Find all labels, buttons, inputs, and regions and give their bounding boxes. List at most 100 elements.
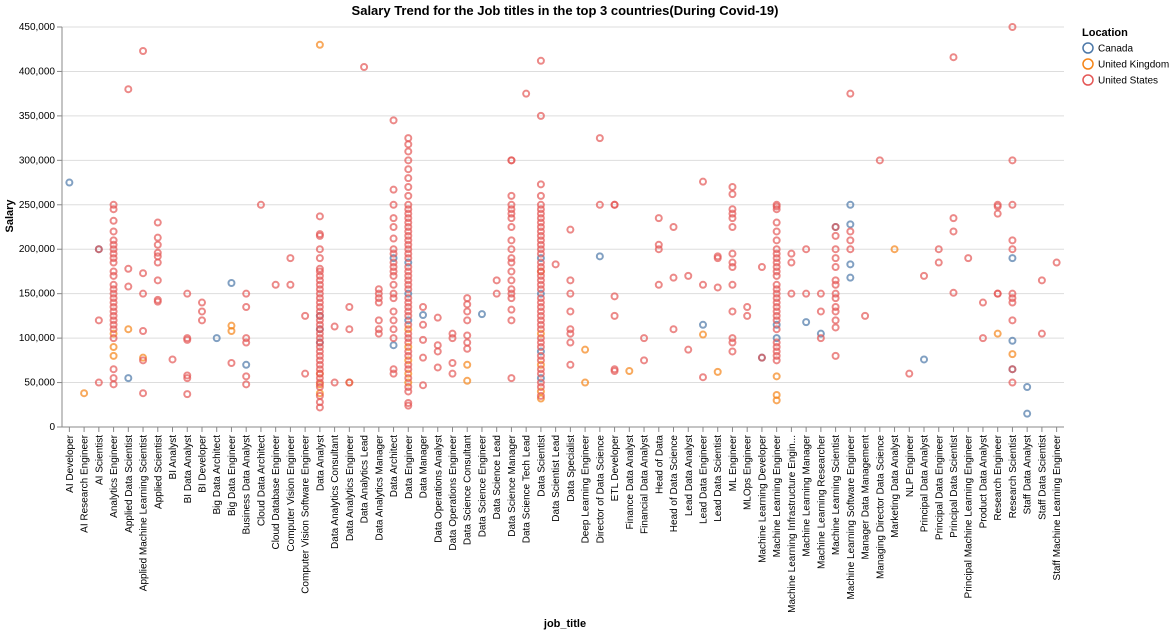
data-point xyxy=(139,353,148,362)
data-point xyxy=(1052,258,1061,267)
data-point xyxy=(1008,316,1017,325)
data-point xyxy=(404,263,413,271)
data-point xyxy=(831,280,840,289)
data-point xyxy=(212,334,221,343)
y-tick-label: 100,000 xyxy=(19,333,56,344)
data-point xyxy=(389,234,398,243)
data-point xyxy=(124,264,133,273)
data-point xyxy=(536,209,545,218)
data-point xyxy=(153,240,162,249)
data-point xyxy=(109,325,118,334)
data-point xyxy=(389,267,398,276)
data-point xyxy=(536,294,545,303)
data-point xyxy=(949,214,958,223)
legend-label: Canada xyxy=(1098,44,1133,55)
data-point xyxy=(831,316,840,325)
data-point xyxy=(183,335,192,344)
data-point xyxy=(448,334,457,343)
x-tick-label: Data Scientist xyxy=(536,435,547,497)
data-point xyxy=(404,303,413,311)
data-point xyxy=(404,347,413,356)
x-tick-label: Applied Scientist xyxy=(153,435,164,509)
data-point xyxy=(404,360,413,369)
data-point xyxy=(772,307,781,316)
data-point xyxy=(227,359,236,367)
data-point xyxy=(802,289,811,298)
data-point xyxy=(728,307,737,316)
data-point xyxy=(315,311,324,320)
data-point xyxy=(713,283,722,292)
data-point xyxy=(109,200,118,209)
x-tick-label: Product Data Analyst xyxy=(978,435,989,529)
data-point xyxy=(463,294,472,303)
data-point xyxy=(536,205,545,214)
data-point xyxy=(713,254,722,263)
data-point xyxy=(404,294,413,303)
data-point xyxy=(109,280,118,289)
data-point xyxy=(404,356,413,365)
data-point xyxy=(787,289,796,298)
data-point xyxy=(242,380,251,389)
legend-symbol xyxy=(1082,58,1094,70)
data-point xyxy=(772,316,781,325)
data-point xyxy=(964,254,973,263)
data-point xyxy=(610,367,619,375)
data-point xyxy=(315,264,324,273)
y-tick-label: 400,000 xyxy=(19,66,56,77)
data-point xyxy=(419,335,428,344)
legend-label: United Kingdom xyxy=(1098,60,1169,71)
data-point xyxy=(728,334,737,343)
data-point xyxy=(419,381,428,390)
data-point xyxy=(139,47,148,55)
data-point xyxy=(374,329,383,338)
data-point xyxy=(772,325,781,334)
data-point xyxy=(389,116,398,125)
data-point xyxy=(536,227,545,236)
chart-title: Salary Trend for the Job titles in the t… xyxy=(352,3,779,18)
data-point xyxy=(566,325,575,334)
data-point xyxy=(536,245,545,254)
x-axis: AI Developer AI Research Engineer AI Scien… xyxy=(62,426,1064,613)
data-point xyxy=(507,305,516,314)
data-point xyxy=(242,338,251,347)
data-point xyxy=(772,218,781,227)
x-tick-label: Principal Data Analyst xyxy=(920,435,931,532)
series-points xyxy=(65,178,1032,418)
data-point xyxy=(507,285,516,294)
data-point xyxy=(242,372,251,381)
data-point xyxy=(419,303,428,311)
data-point xyxy=(109,271,118,280)
data-point xyxy=(787,258,796,267)
x-tick-label: NLP Engineer xyxy=(905,434,916,497)
data-point xyxy=(389,271,398,280)
data-point xyxy=(507,316,516,325)
data-point xyxy=(404,311,413,320)
data-point xyxy=(109,249,118,258)
data-point xyxy=(595,252,604,261)
x-tick-label: AI Scientist xyxy=(94,435,105,485)
y-tick-label: 150,000 xyxy=(19,289,56,300)
data-point xyxy=(404,134,413,143)
data-point xyxy=(831,245,840,254)
x-tick-label: Machine Learning Researcher xyxy=(816,434,827,569)
data-point xyxy=(183,374,192,383)
data-point xyxy=(536,343,545,351)
x-tick-label: Lead Data Analyst xyxy=(684,435,695,516)
data-point xyxy=(315,347,324,356)
data-point xyxy=(772,320,781,329)
data-point xyxy=(109,294,118,303)
data-point xyxy=(536,356,545,365)
data-point xyxy=(816,334,825,343)
data-point xyxy=(993,202,1002,211)
y-tick-label: 50,000 xyxy=(24,378,55,389)
data-point xyxy=(404,254,413,263)
data-point xyxy=(315,289,324,298)
data-point xyxy=(315,267,324,276)
data-point xyxy=(566,360,575,369)
data-point xyxy=(669,223,678,231)
y-tick-label: 300,000 xyxy=(19,155,56,166)
data-point xyxy=(654,214,663,223)
data-point xyxy=(404,209,413,218)
data-point xyxy=(536,329,545,338)
data-point xyxy=(728,280,737,289)
